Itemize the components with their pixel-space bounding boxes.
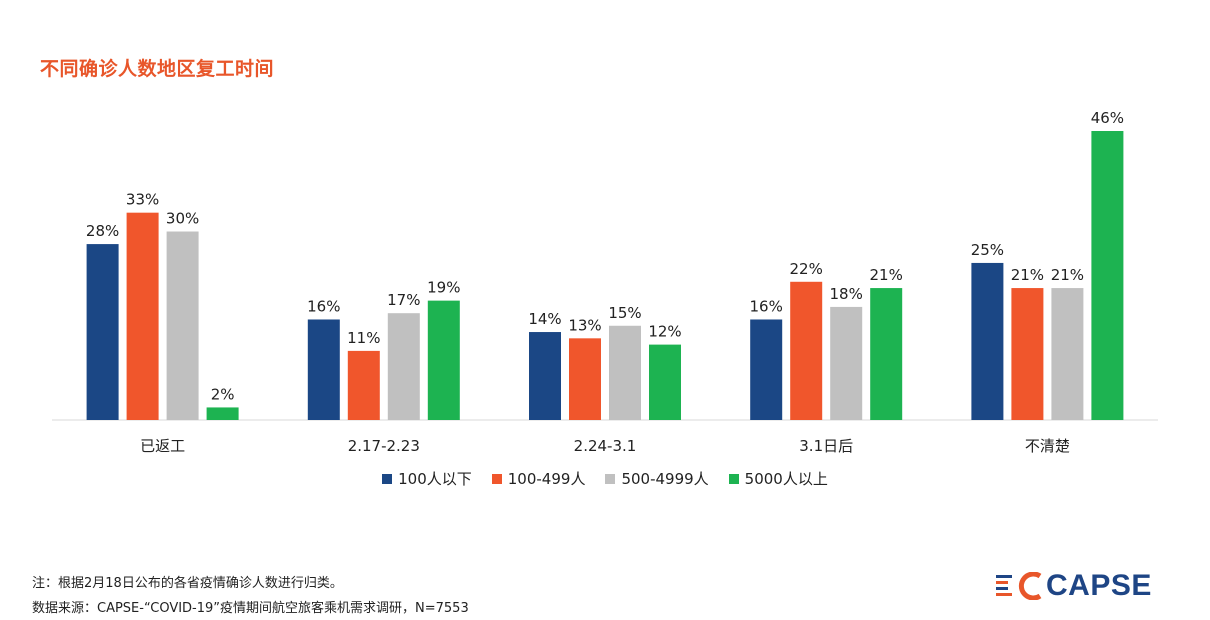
x-tick-label: 不清楚 bbox=[1025, 437, 1070, 455]
bar bbox=[347, 350, 380, 420]
bar bbox=[387, 313, 420, 420]
legend-label: 5000人以上 bbox=[744, 470, 828, 488]
bar bbox=[870, 288, 903, 420]
bar bbox=[569, 338, 601, 420]
x-tick-label: 2.24-3.1 bbox=[574, 437, 637, 455]
bar bbox=[830, 306, 863, 420]
bar bbox=[427, 300, 460, 420]
data-label: 46% bbox=[1091, 109, 1124, 127]
bar bbox=[790, 281, 823, 420]
data-label: 19% bbox=[427, 279, 460, 297]
data-label: 13% bbox=[568, 316, 601, 334]
bar bbox=[86, 244, 119, 420]
data-label: 33% bbox=[126, 191, 159, 209]
logo-text: CAPSE bbox=[1046, 569, 1152, 602]
legend-swatch bbox=[491, 473, 502, 484]
data-label: 25% bbox=[971, 241, 1004, 259]
bar bbox=[609, 325, 641, 420]
bar bbox=[971, 262, 1004, 420]
legend-label: 100-499人 bbox=[507, 470, 586, 488]
bar-chart: 28% 33% 30% 2% 已返工 16% 11% 17% 19% 2.17-2.23 14% 13… bbox=[52, 109, 1158, 455]
data-label: 14% bbox=[528, 310, 561, 328]
legend-label: 100人以下 bbox=[398, 470, 472, 488]
data-label: 16% bbox=[750, 297, 783, 315]
legend-item: 500-4999人 bbox=[605, 468, 709, 489]
data-label: 30% bbox=[166, 210, 199, 228]
x-tick-label: 已返工 bbox=[140, 437, 185, 455]
data-label: 21% bbox=[1051, 266, 1084, 284]
bar bbox=[206, 407, 239, 420]
legend-item: 100-499人 bbox=[491, 468, 586, 489]
legend-item: 5000人以上 bbox=[728, 468, 828, 489]
data-label: 12% bbox=[648, 323, 681, 341]
legend-swatch bbox=[728, 473, 739, 484]
data-source: 数据来源：CAPSE-“COVID-19”疫情期间航空旅客乘机需求调研，N=75… bbox=[32, 601, 469, 616]
data-label: 2% bbox=[211, 385, 235, 403]
bar bbox=[1091, 131, 1124, 420]
legend-item: 100人以下 bbox=[382, 468, 472, 489]
bar bbox=[529, 332, 561, 420]
bar bbox=[649, 344, 681, 420]
data-label: 28% bbox=[86, 222, 119, 240]
data-label: 22% bbox=[790, 260, 823, 278]
bar bbox=[307, 319, 340, 420]
data-label: 21% bbox=[1011, 266, 1044, 284]
capse-logo: CAPSE bbox=[996, 566, 1152, 606]
bar bbox=[750, 319, 783, 420]
legend-swatch bbox=[605, 473, 616, 484]
bar bbox=[166, 231, 199, 420]
data-label: 15% bbox=[608, 304, 641, 322]
data-label: 21% bbox=[870, 266, 903, 284]
bar bbox=[1051, 288, 1084, 420]
bar bbox=[126, 212, 159, 420]
data-label: 17% bbox=[387, 291, 420, 309]
x-tick-label: 2.17-2.23 bbox=[348, 437, 420, 455]
logo-mark-icon bbox=[996, 572, 1042, 600]
data-label: 11% bbox=[347, 329, 380, 347]
legend-label: 500-4999人 bbox=[621, 470, 709, 488]
x-tick-label: 3.1日后 bbox=[799, 437, 853, 455]
chart-title: 不同确诊人数地区复工时间 bbox=[40, 58, 275, 80]
bar bbox=[1011, 288, 1044, 420]
data-label: 16% bbox=[307, 297, 340, 315]
legend-swatch bbox=[382, 473, 393, 484]
chart-legend: 100人以下 100-499人 500-4999人 5000人以上 bbox=[0, 468, 1210, 489]
footnote: 注：根据2月18日公布的各省疫情确诊人数进行归类。 bbox=[32, 576, 343, 591]
data-label: 18% bbox=[830, 285, 863, 303]
